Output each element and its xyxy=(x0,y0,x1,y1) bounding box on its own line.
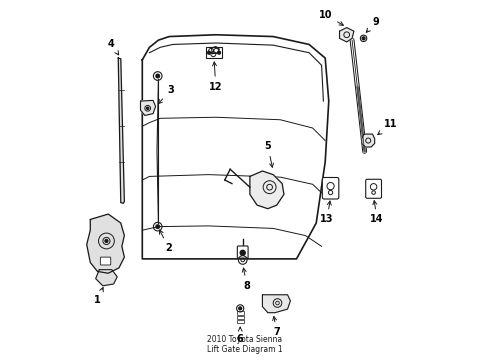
Text: 9: 9 xyxy=(366,17,379,32)
Circle shape xyxy=(105,239,108,242)
Polygon shape xyxy=(262,295,290,313)
Circle shape xyxy=(238,307,241,310)
Text: 1: 1 xyxy=(94,288,103,305)
Bar xyxy=(206,47,222,58)
Text: 4: 4 xyxy=(108,39,119,55)
Bar xyxy=(236,311,244,315)
FancyBboxPatch shape xyxy=(237,246,247,258)
Text: 2010 Toyota Sienna
Lift Gate Diagram 1: 2010 Toyota Sienna Lift Gate Diagram 1 xyxy=(206,334,282,354)
Polygon shape xyxy=(96,270,117,286)
Text: 2: 2 xyxy=(159,230,172,253)
Text: 3: 3 xyxy=(158,85,174,104)
Circle shape xyxy=(207,51,210,54)
Circle shape xyxy=(146,107,148,109)
Text: 13: 13 xyxy=(320,201,333,224)
Text: 14: 14 xyxy=(370,201,383,224)
Polygon shape xyxy=(86,214,124,273)
Polygon shape xyxy=(339,28,353,42)
Text: 10: 10 xyxy=(318,10,343,25)
Polygon shape xyxy=(140,100,155,116)
Bar xyxy=(236,320,244,323)
Polygon shape xyxy=(142,35,328,259)
Text: 7: 7 xyxy=(272,316,280,337)
Circle shape xyxy=(240,250,244,255)
Text: 6: 6 xyxy=(236,327,243,343)
Circle shape xyxy=(156,225,159,228)
Circle shape xyxy=(156,74,159,78)
Circle shape xyxy=(217,51,220,54)
Text: 5: 5 xyxy=(264,141,273,167)
FancyBboxPatch shape xyxy=(100,257,110,265)
Polygon shape xyxy=(361,134,374,147)
Polygon shape xyxy=(211,46,219,54)
Text: 12: 12 xyxy=(209,62,222,92)
Bar xyxy=(236,316,244,319)
Text: 11: 11 xyxy=(377,120,397,135)
Circle shape xyxy=(362,37,364,40)
Polygon shape xyxy=(249,171,284,209)
FancyBboxPatch shape xyxy=(365,179,381,198)
Text: 8: 8 xyxy=(242,268,250,291)
Polygon shape xyxy=(118,58,124,203)
FancyBboxPatch shape xyxy=(322,177,338,199)
